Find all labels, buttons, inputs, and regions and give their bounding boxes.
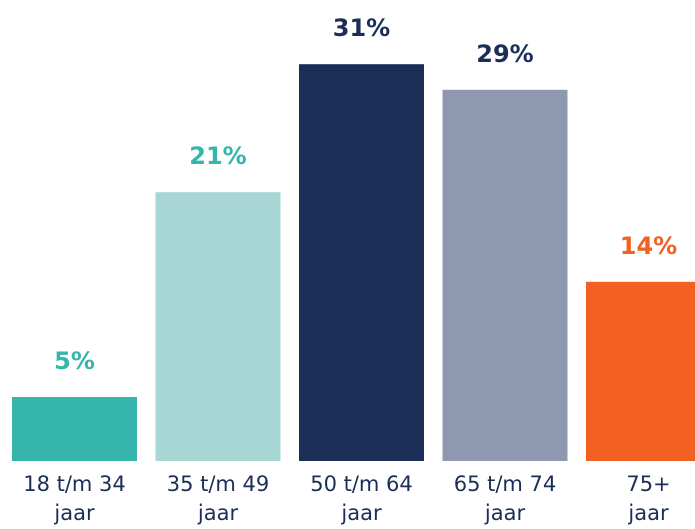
bar-4 [586,281,695,461]
category-label-2-line-1: jaar [340,501,382,525]
category-label-3-line-0: 65 t/m 74 [454,472,557,496]
bar-2 [299,64,424,461]
data-label-2: 31% [333,14,390,42]
data-label-1: 21% [189,142,246,170]
category-label-3-line-1: jaar [484,501,526,525]
category-label-2-line-0: 50 t/m 64 [310,472,413,496]
data-label-3: 29% [476,40,533,68]
data-label-0: 5% [54,347,95,375]
category-label-4-line-0: 75+ [626,472,670,496]
bar-1 [155,192,281,461]
bar-0 [12,397,137,461]
category-label-0-line-1: jaar [53,501,95,525]
category-label-1-line-1: jaar [197,501,239,525]
category-label-4-line-1: jaar [627,501,669,525]
bar-3 [442,89,568,462]
data-label-4: 14% [620,232,677,260]
category-label-0-line-0: 18 t/m 34 [23,472,126,496]
category-label-1-line-0: 35 t/m 49 [167,472,270,496]
